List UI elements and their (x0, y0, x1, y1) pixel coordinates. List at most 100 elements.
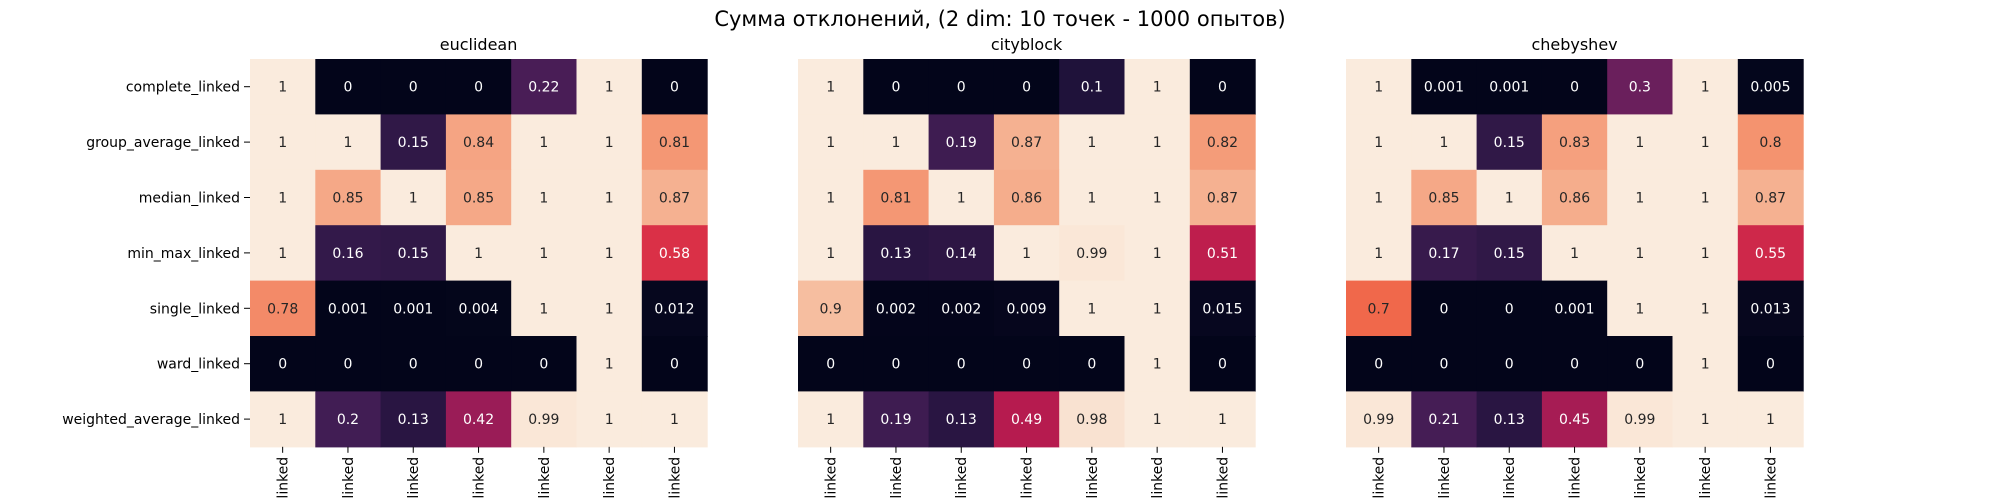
cell-value-label: 1 (1153, 412, 1162, 428)
heatmap-cell (1737, 391, 1804, 448)
cell-value-label: 0.001 (1555, 301, 1595, 317)
heatmap-cell (928, 169, 995, 226)
heatmap-cell (1059, 336, 1126, 392)
cell-value-label: 0 (474, 80, 483, 96)
heatmap-cell (1737, 59, 1804, 115)
heatmap-cell (250, 169, 316, 226)
figure-title: Сумма отклонений, (2 dim: 10 точек - 100… (714, 7, 1285, 31)
cell-value-label: 1 (539, 246, 548, 262)
cell-value-label: 0 (1570, 357, 1579, 373)
heatmap-cell (1059, 114, 1126, 171)
cell-value-label: 0.84 (463, 135, 494, 151)
heatmap-cell (250, 280, 316, 337)
cell-value-label: 0.9 (820, 301, 842, 317)
heatmap-cell (1476, 391, 1543, 448)
cell-value-label: 0.58 (659, 246, 690, 262)
heatmap-cell (993, 114, 1060, 171)
x-tick-label: linked (1020, 457, 1036, 499)
cell-value-label: 0.002 (876, 301, 916, 317)
cell-value-label: 1 (1635, 246, 1644, 262)
heatmap-cell (863, 59, 930, 115)
cell-value-label: 0.81 (659, 135, 690, 151)
cell-value-label: 0.3 (1629, 80, 1651, 96)
heatmap-cell (1124, 114, 1191, 171)
heatmap-cell (1189, 391, 1256, 448)
heatmap-cell (511, 225, 578, 282)
heatmap-cell (445, 336, 512, 392)
heatmap-cell (1476, 225, 1543, 282)
heatmap-cell (1346, 391, 1412, 448)
heatmap-cell (863, 114, 930, 171)
heatmap-cell (1737, 114, 1804, 171)
heatmap-cell (1672, 59, 1739, 115)
cell-value-label: 1 (1701, 301, 1710, 317)
heatmap-cell (1189, 225, 1256, 282)
heatmap-cell (863, 280, 930, 337)
heatmap-cell (928, 114, 995, 171)
heatmap-cell (1189, 59, 1256, 115)
x-tick-label: linked (602, 457, 618, 499)
cell-value-label: 0 (957, 80, 966, 96)
heatmap-cell (1607, 391, 1674, 448)
cell-value-label: 0.15 (398, 135, 429, 151)
cell-value-label: 0.15 (1494, 135, 1525, 151)
heatmap-cell (641, 169, 708, 226)
x-tick-label: linked (1437, 457, 1453, 499)
heatmap-cell (798, 59, 864, 115)
cell-value-label: 0 (1022, 357, 1031, 373)
heatmap-cell (1124, 225, 1191, 282)
heatmap-cell (1476, 59, 1543, 115)
heatmap-cell (511, 59, 578, 115)
heatmap-cell (1124, 169, 1191, 226)
cell-value-label: 1 (1153, 135, 1162, 151)
cell-value-label: 1 (1153, 80, 1162, 96)
cell-value-label: 1 (1505, 191, 1514, 207)
heatmap-cell (928, 225, 995, 282)
heatmap-cell (1346, 114, 1412, 171)
cell-value-label: 1 (1087, 191, 1096, 207)
heatmap-cell (576, 225, 643, 282)
cell-value-label: 1 (1022, 246, 1031, 262)
cell-value-label: 0.99 (1076, 246, 1107, 262)
heatmap-cell (380, 391, 447, 448)
cell-value-label: 0.17 (1428, 246, 1459, 262)
y-tick-label: ward_linked (157, 357, 240, 373)
cell-value-label: 0.001 (393, 301, 433, 317)
cell-value-label: 0.83 (1559, 135, 1590, 151)
cell-value-label: 0.1 (1081, 80, 1103, 96)
heatmap-cell (1541, 280, 1608, 337)
x-tick-label: linked (1763, 457, 1779, 499)
cell-value-label: 0.99 (1624, 412, 1655, 428)
heatmap-cell (445, 280, 512, 337)
cell-value-label: 1 (1153, 357, 1162, 373)
cell-value-label: 0.13 (1494, 412, 1525, 428)
x-tick-label: linked (1568, 457, 1584, 499)
heatmap-cell (1059, 391, 1126, 448)
cell-value-label: 0.001 (1489, 80, 1529, 96)
heatmap-cell (576, 336, 643, 392)
cell-value-label: 0.98 (1076, 412, 1107, 428)
x-tick-label: linked (1150, 457, 1166, 499)
heatmap-cell (993, 336, 1060, 392)
cell-value-label: 0.85 (332, 191, 363, 207)
cell-value-label: 0.13 (880, 246, 911, 262)
heatmap-cell (315, 225, 382, 282)
heatmap-cell (380, 336, 447, 392)
heatmap-cell (863, 391, 930, 448)
cell-value-label: 1 (1153, 246, 1162, 262)
heatmap-cell (380, 169, 447, 226)
heatmap-cell (928, 336, 995, 392)
cell-value-label: 0.22 (528, 80, 559, 96)
cell-value-label: 0 (343, 357, 352, 373)
cell-value-label: 0.15 (398, 246, 429, 262)
heatmap-cell (380, 280, 447, 337)
heatmap-cell (1124, 336, 1191, 392)
cell-value-label: 1 (474, 246, 483, 262)
heatmap-cell (1411, 336, 1478, 392)
heatmap-cell (315, 391, 382, 448)
cell-value-label: 0.51 (1207, 246, 1238, 262)
cell-value-label: 1 (1439, 135, 1448, 151)
heatmap-cell (993, 391, 1060, 448)
cell-value-label: 0.19 (880, 412, 911, 428)
heatmap-cell (250, 225, 316, 282)
